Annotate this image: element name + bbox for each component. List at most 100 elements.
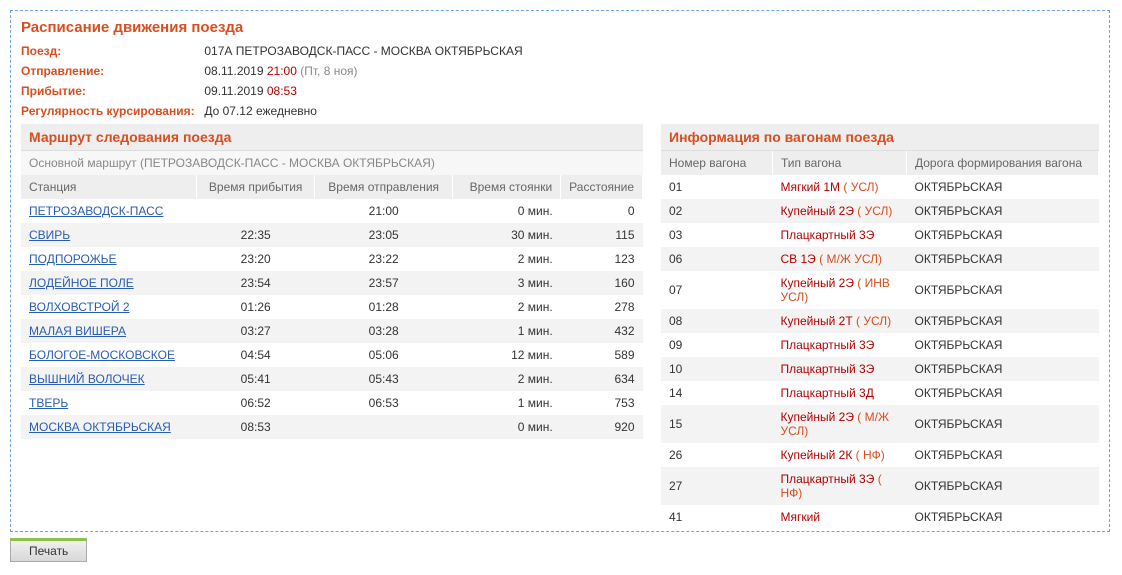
cell-car-road: ОКТЯБРЬСКАЯ (907, 443, 1099, 467)
cars-column: Информация по вагонам поезда Номер вагон… (661, 124, 1099, 529)
cell-arr: 03:27 (197, 319, 315, 343)
station-link[interactable]: СВИРЬ (29, 228, 70, 242)
route-row: МОСКВА ОКТЯБРЬСКАЯ08:530 мин.920 (21, 415, 643, 439)
print-button[interactable]: Печать (10, 538, 87, 562)
route-row: ЛОДЕЙНОЕ ПОЛЕ23:5423:573 мин.160 (21, 271, 643, 295)
station-link[interactable]: МОСКВА ОКТЯБРЬСКАЯ (29, 420, 171, 434)
station-link[interactable]: ПЕТРОЗАВОДСК-ПАСС (29, 204, 163, 218)
cell-dist: 0 (561, 199, 643, 223)
station-link[interactable]: ВОЛХОВСТРОЙ 2 (29, 300, 130, 314)
depart-date: 08.11.2019 (204, 64, 263, 78)
route-title: Маршрут следования поезда (21, 124, 643, 151)
col-car-num: Номер вагона (661, 151, 773, 175)
cell-dep: 23:22 (315, 247, 453, 271)
reg-label: Регулярность курсирования: (21, 104, 201, 118)
cell-car-num: 26 (661, 443, 773, 467)
cell-arr: 04:54 (197, 343, 315, 367)
cell-dist: 160 (561, 271, 643, 295)
cell-stop: 3 мин. (453, 271, 561, 295)
depart-time: 21:00 (267, 64, 297, 78)
cell-car-type: Купейный 2Э ( ИНВ УСЛ) (773, 271, 907, 309)
cell-car-num: 41 (661, 505, 773, 529)
cell-car-type: Купейный 2Э ( УСЛ) (773, 199, 907, 223)
route-table: Станция Время прибытия Время отправления… (21, 175, 643, 439)
car-row: 03Плацкартный 3ЭОКТЯБРЬСКАЯ (661, 223, 1099, 247)
car-row: 09Плацкартный 3ЭОКТЯБРЬСКАЯ (661, 333, 1099, 357)
cell-car-num: 27 (661, 467, 773, 505)
car-row: 41МягкийОКТЯБРЬСКАЯ (661, 505, 1099, 529)
station-link[interactable]: ЛОДЕЙНОЕ ПОЛЕ (29, 276, 134, 290)
cell-arr (197, 199, 315, 223)
car-row: 08Купейный 2Т ( УСЛ)ОКТЯБРЬСКАЯ (661, 309, 1099, 333)
cell-dep: 23:57 (315, 271, 453, 295)
info-regularity: Регулярность курсирования: До 07.12 ежед… (21, 104, 1099, 118)
station-link[interactable]: ПОДПОРОЖЬЕ (29, 252, 117, 266)
train-value: 017А ПЕТРОЗАВОДСК-ПАСС - МОСКВА ОКТЯБРЬС… (204, 44, 522, 58)
train-label: Поезд: (21, 44, 201, 58)
col-dep: Время отправления (315, 175, 453, 199)
depart-day: (Пт, 8 ноя) (300, 64, 357, 78)
car-row: 02Купейный 2Э ( УСЛ)ОКТЯБРЬСКАЯ (661, 199, 1099, 223)
station-link[interactable]: БОЛОГОЕ-МОСКОВСКОЕ (29, 348, 175, 362)
cell-car-road: ОКТЯБРЬСКАЯ (907, 381, 1099, 405)
col-station: Станция (21, 175, 197, 199)
cell-arr: 08:53 (197, 415, 315, 439)
cell-car-num: 01 (661, 175, 773, 199)
cell-arr: 01:26 (197, 295, 315, 319)
station-link[interactable]: ТВЕРЬ (29, 396, 68, 410)
station-link[interactable]: ВЫШНИЙ ВОЛОЧЕК (29, 372, 145, 386)
page-title: Расписание движения поезда (21, 19, 1099, 36)
route-column: Маршрут следования поезда Основной маршр… (21, 124, 643, 529)
cell-car-road: ОКТЯБРЬСКАЯ (907, 175, 1099, 199)
cell-car-num: 03 (661, 223, 773, 247)
cell-dist: 123 (561, 247, 643, 271)
cell-arr: 06:52 (197, 391, 315, 415)
cell-dist: 432 (561, 319, 643, 343)
cell-stop: 1 мин. (453, 391, 561, 415)
cell-car-type: Купейный 2Т ( УСЛ) (773, 309, 907, 333)
cell-car-num: 07 (661, 271, 773, 309)
cell-car-road: ОКТЯБРЬСКАЯ (907, 505, 1099, 529)
col-arr: Время прибытия (197, 175, 315, 199)
cell-stop: 30 мин. (453, 223, 561, 247)
route-row: БОЛОГОЕ-МОСКОВСКОЕ04:5405:0612 мин.589 (21, 343, 643, 367)
cell-dep: 06:53 (315, 391, 453, 415)
cell-stop: 0 мин. (453, 199, 561, 223)
cell-dist: 634 (561, 367, 643, 391)
arrive-date: 09.11.2019 (204, 84, 263, 98)
cell-car-type: Купейный 2К ( НФ) (773, 443, 907, 467)
col-stop: Время стоянки (453, 175, 561, 199)
cell-car-type: Мягкий (773, 505, 907, 529)
cell-stop: 2 мин. (453, 367, 561, 391)
cell-car-road: ОКТЯБРЬСКАЯ (907, 271, 1099, 309)
cell-dep: 23:05 (315, 223, 453, 247)
cell-car-road: ОКТЯБРЬСКАЯ (907, 199, 1099, 223)
info-train: Поезд: 017А ПЕТРОЗАВОДСК-ПАСС - МОСКВА О… (21, 44, 1099, 58)
arrive-time: 08:53 (267, 84, 297, 98)
route-row: ТВЕРЬ 06:5206:531 мин.753 (21, 391, 643, 415)
cell-car-road: ОКТЯБРЬСКАЯ (907, 247, 1099, 271)
cell-dist: 589 (561, 343, 643, 367)
route-row: ВОЛХОВСТРОЙ 201:2601:282 мин.278 (21, 295, 643, 319)
station-link[interactable]: МАЛАЯ ВИШЕРА (29, 324, 126, 338)
car-row: 27Плацкартный 3Э ( НФ)ОКТЯБРЬСКАЯ (661, 467, 1099, 505)
car-row: 14Плацкартный 3ДОКТЯБРЬСКАЯ (661, 381, 1099, 405)
cell-car-num: 10 (661, 357, 773, 381)
car-row: 26Купейный 2К ( НФ)ОКТЯБРЬСКАЯ (661, 443, 1099, 467)
cell-car-type: Плацкартный 3Э (773, 333, 907, 357)
arrive-label: Прибытие: (21, 84, 201, 98)
cell-stop: 2 мин. (453, 247, 561, 271)
cell-arr: 23:20 (197, 247, 315, 271)
cell-car-type: Плацкартный 3Э (773, 223, 907, 247)
cell-stop: 12 мин. (453, 343, 561, 367)
cell-car-type: СВ 1Э ( М/Ж УСЛ) (773, 247, 907, 271)
car-row: 06СВ 1Э ( М/Ж УСЛ)ОКТЯБРЬСКАЯ (661, 247, 1099, 271)
cell-car-num: 02 (661, 199, 773, 223)
cell-car-road: ОКТЯБРЬСКАЯ (907, 357, 1099, 381)
route-row: ПЕТРОЗАВОДСК-ПАСС21:000 мин.0 (21, 199, 643, 223)
cell-car-road: ОКТЯБРЬСКАЯ (907, 333, 1099, 357)
cell-dist: 753 (561, 391, 643, 415)
cell-stop: 2 мин. (453, 295, 561, 319)
car-row: 07Купейный 2Э ( ИНВ УСЛ)ОКТЯБРЬСКАЯ (661, 271, 1099, 309)
cell-dep: 05:43 (315, 367, 453, 391)
